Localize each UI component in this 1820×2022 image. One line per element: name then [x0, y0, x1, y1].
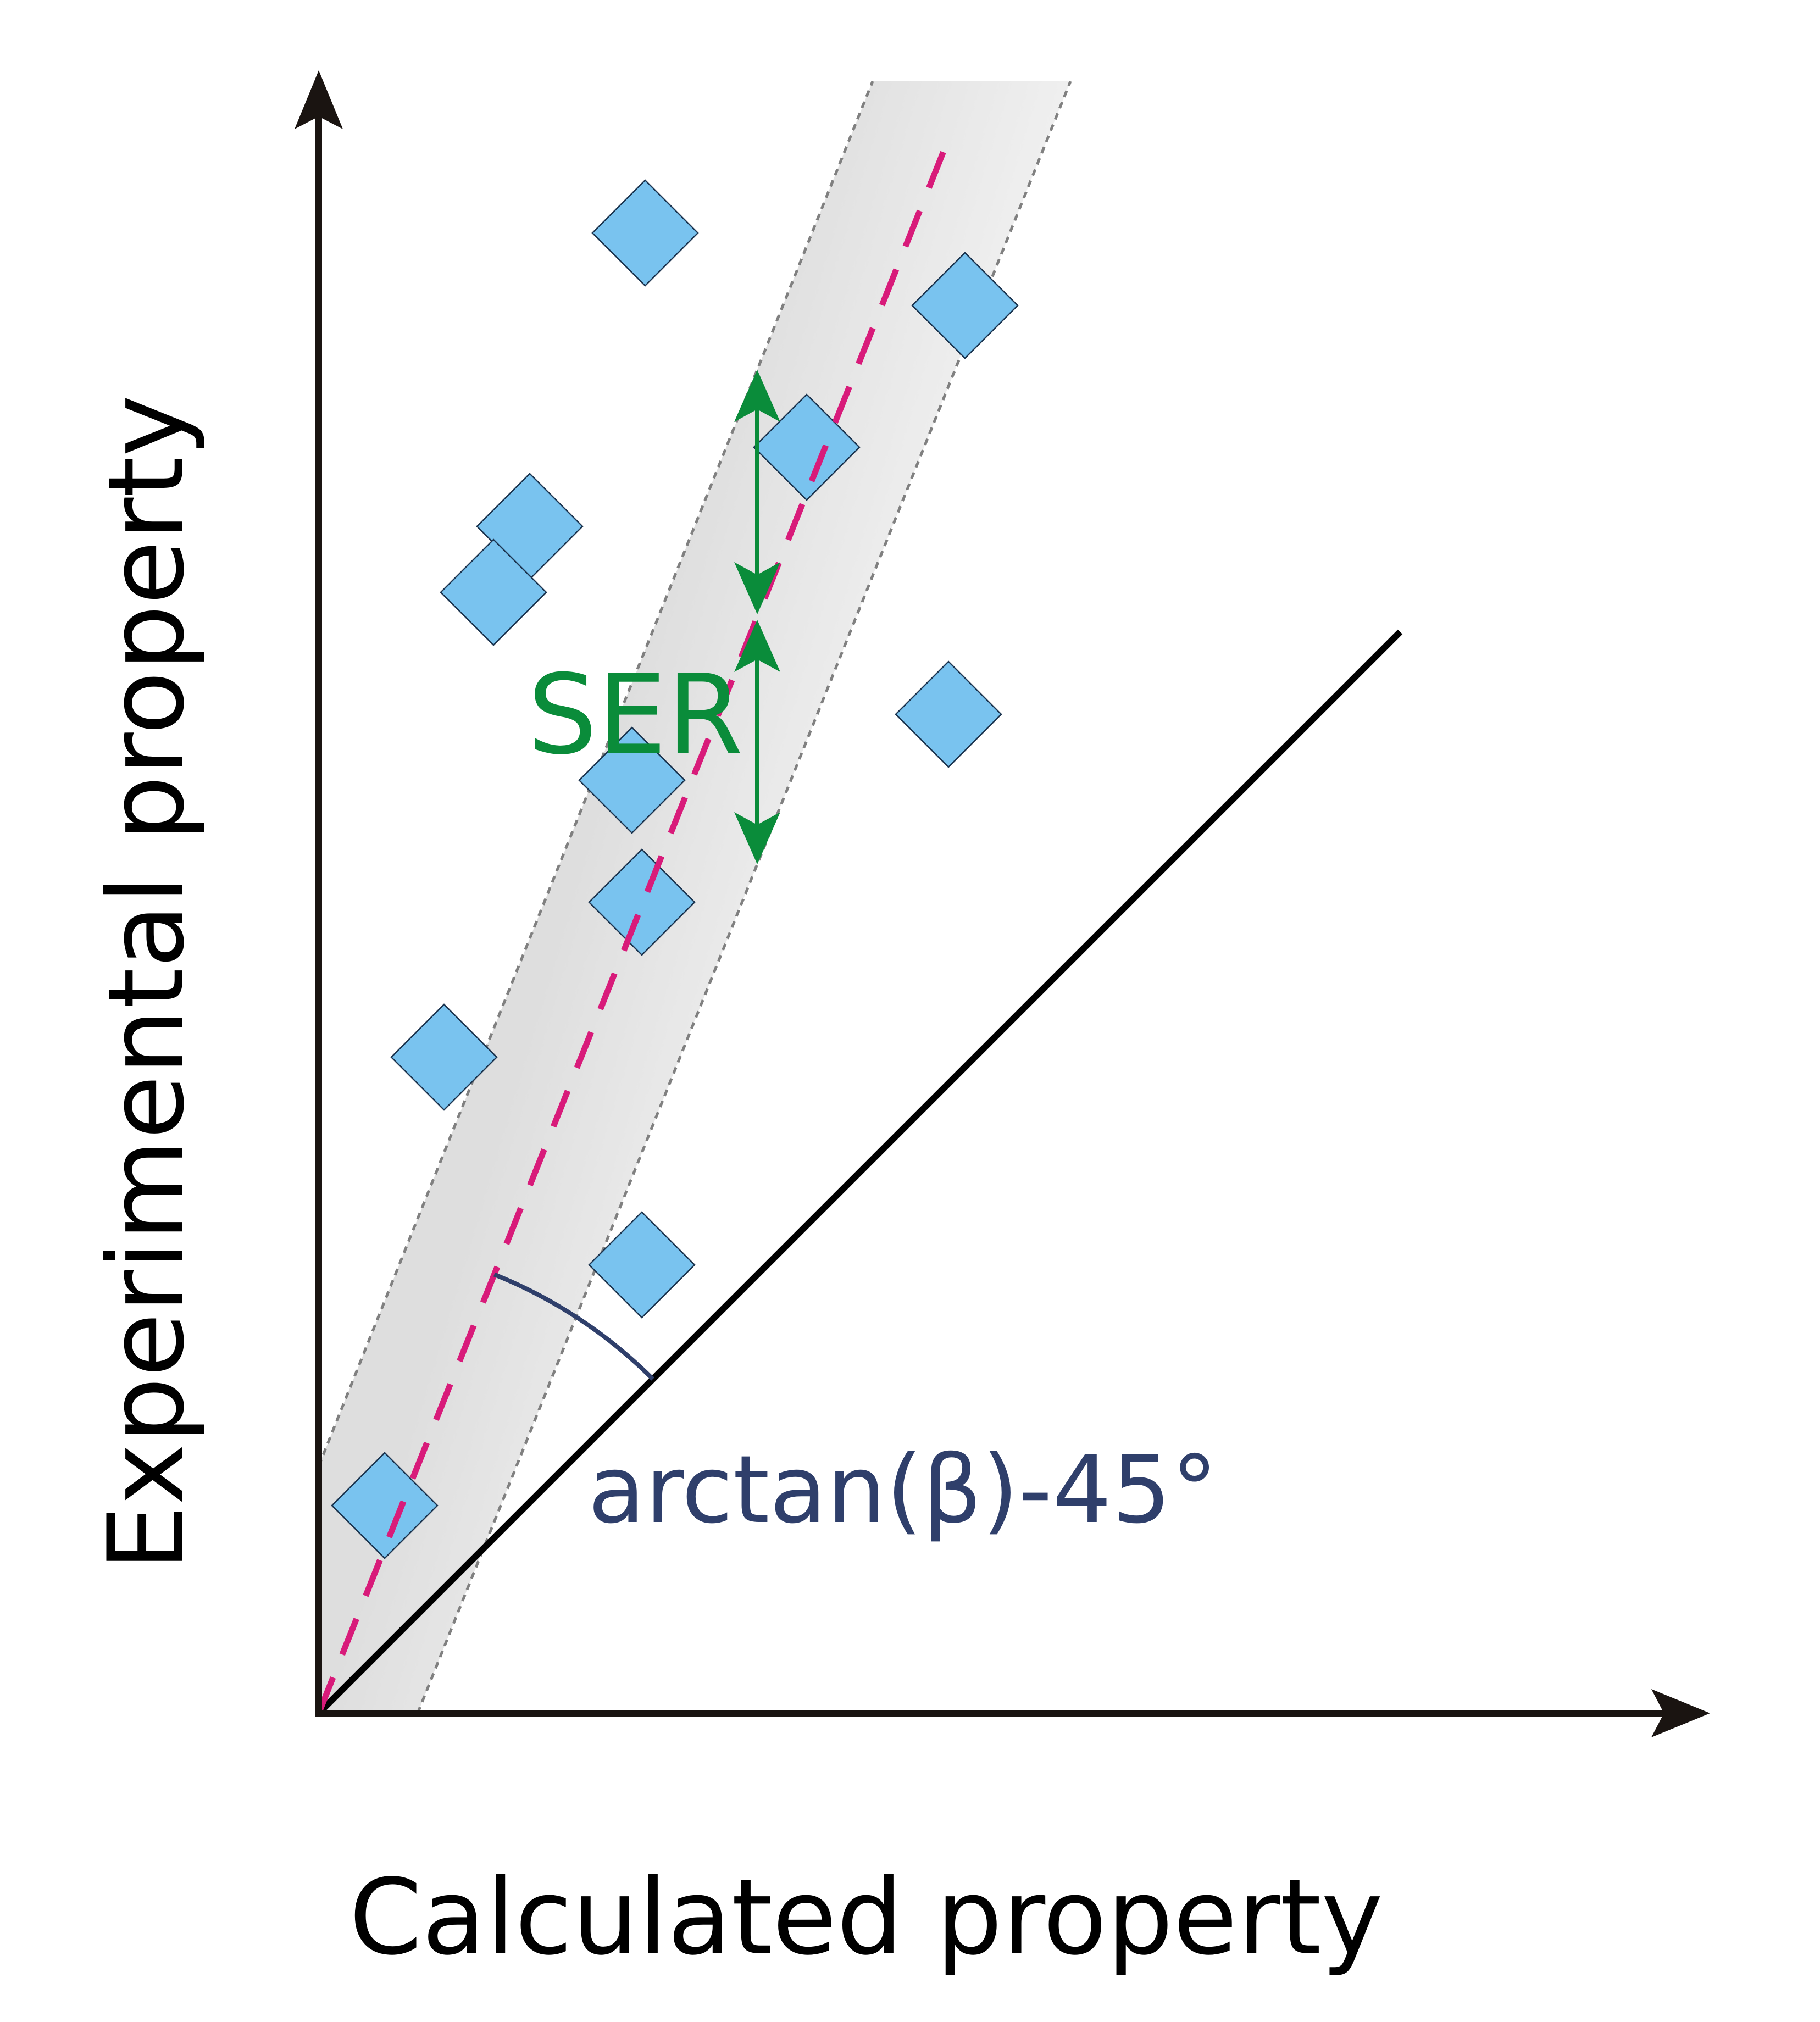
regression-line [315, 129, 955, 1715]
ser-arrow-upper-head-up [734, 370, 780, 422]
ser-label: SER [528, 651, 743, 779]
data-point-5 [390, 1003, 498, 1111]
ser-arrow-upper-head-down [734, 562, 780, 614]
x-axis-arrowhead [1651, 1689, 1710, 1737]
ser-arrow-lower-head-up [734, 620, 780, 672]
data-point-1 [331, 1452, 439, 1559]
data-point-4 [588, 848, 696, 956]
identity-line [316, 629, 1403, 1716]
x-axis-title: Calculated property [349, 1857, 1383, 1978]
y-axis-title: Experimental property [86, 395, 207, 1571]
data-points [331, 179, 1019, 1559]
y-axis-arrowhead [295, 70, 343, 129]
axes [295, 70, 1710, 1737]
angle-label: arctan(β)-45° [588, 1436, 1218, 1545]
angle-arc [493, 1272, 654, 1381]
ser-arrow-lower-head-down [734, 812, 780, 864]
data-point-3 [588, 1211, 696, 1319]
data-point-11 [895, 660, 1002, 768]
data-point-7 [578, 726, 686, 834]
data-point-6 [440, 538, 547, 646]
data-point-10 [591, 179, 699, 287]
ser-arrows [734, 370, 780, 864]
ser-band [319, 81, 1070, 1713]
data-point-9 [911, 252, 1019, 359]
